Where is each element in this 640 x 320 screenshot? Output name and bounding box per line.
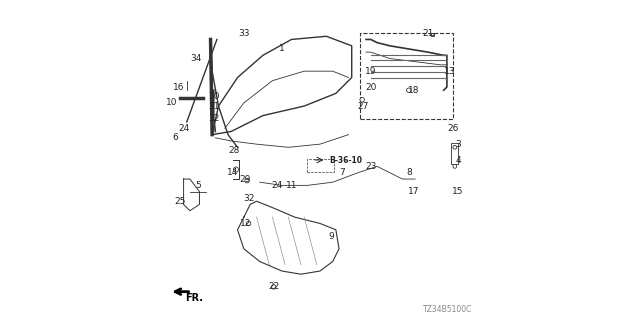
- Text: 31: 31: [208, 101, 220, 111]
- Text: TZ34B5100C: TZ34B5100C: [423, 305, 472, 314]
- Text: 33: 33: [238, 28, 250, 38]
- Text: 1: 1: [279, 44, 285, 53]
- Text: 22: 22: [268, 282, 280, 292]
- Text: 18: 18: [408, 86, 419, 95]
- Text: 14: 14: [227, 168, 239, 177]
- Text: 9: 9: [328, 232, 334, 241]
- Circle shape: [246, 221, 251, 226]
- Text: 24: 24: [271, 181, 283, 190]
- Text: 7: 7: [339, 168, 345, 177]
- Text: 3: 3: [455, 140, 461, 148]
- Text: 6: 6: [173, 133, 179, 142]
- Text: 8: 8: [406, 168, 412, 177]
- Circle shape: [271, 285, 276, 289]
- Text: 16: 16: [173, 83, 184, 92]
- Circle shape: [453, 145, 457, 149]
- Circle shape: [234, 167, 239, 172]
- Text: B-36-10: B-36-10: [330, 156, 362, 164]
- Circle shape: [360, 98, 364, 102]
- Text: 17: 17: [408, 187, 419, 196]
- Text: 10: 10: [166, 99, 177, 108]
- Text: 25: 25: [174, 197, 186, 206]
- Text: 5: 5: [195, 181, 201, 190]
- Bar: [451, 143, 458, 164]
- Text: 32: 32: [208, 114, 220, 123]
- Bar: [431, 33, 434, 36]
- Text: 27: 27: [357, 101, 369, 111]
- Text: 24: 24: [179, 124, 190, 133]
- Text: 29: 29: [240, 174, 251, 184]
- Circle shape: [453, 164, 457, 168]
- Text: 13: 13: [444, 67, 456, 76]
- Text: 30: 30: [208, 92, 220, 101]
- Text: 20: 20: [365, 83, 376, 92]
- Text: FR.: FR.: [185, 292, 203, 303]
- Text: 32: 32: [243, 194, 254, 203]
- Circle shape: [406, 88, 411, 92]
- Text: 28: 28: [228, 146, 239, 155]
- Text: 26: 26: [447, 124, 459, 133]
- Text: 15: 15: [452, 187, 464, 196]
- Text: 11: 11: [285, 181, 297, 190]
- Text: 21: 21: [422, 28, 433, 38]
- Bar: [360, 33, 453, 119]
- Text: 34: 34: [191, 54, 202, 63]
- Circle shape: [245, 178, 249, 183]
- Text: 4: 4: [455, 156, 461, 164]
- Text: 12: 12: [240, 219, 251, 228]
- Text: 23: 23: [365, 162, 376, 171]
- Bar: [307, 159, 334, 172]
- Text: 19: 19: [365, 67, 376, 76]
